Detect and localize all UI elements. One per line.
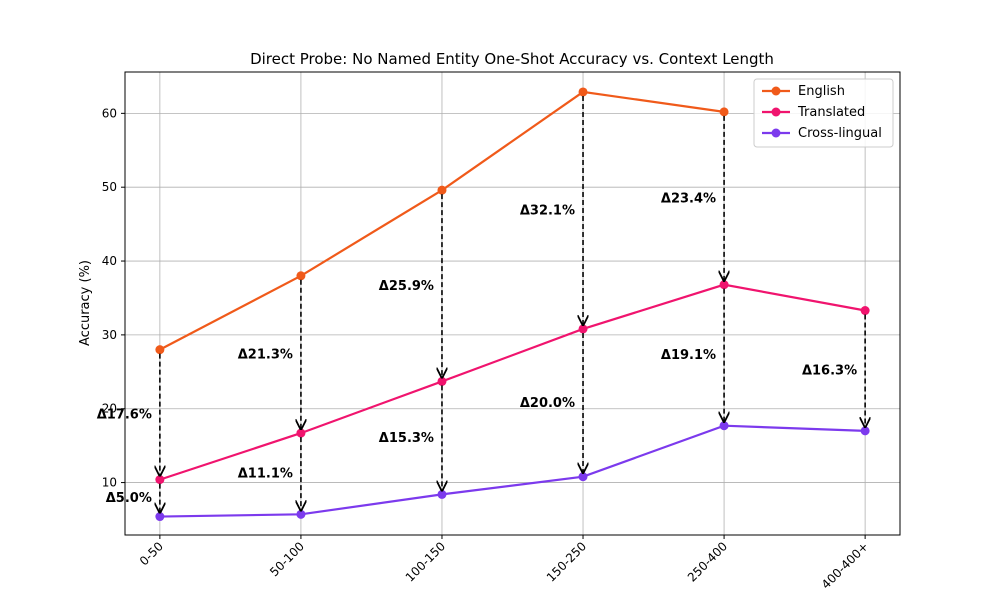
delta-label: Δ16.3%	[802, 364, 857, 379]
delta-label: Δ5.0%	[106, 491, 152, 506]
delta-label: Δ19.1%	[661, 348, 716, 363]
series-line	[159, 424, 866, 518]
delta-label: Δ23.4%	[661, 191, 716, 206]
delta-annotations: Δ17.6% Δ5.0% Δ21.3% Δ11.1% Δ25.9% Δ15.3% Δ32.1…	[97, 95, 865, 513]
x-tick-label: 0-50	[137, 539, 166, 568]
data-point	[296, 509, 306, 519]
x-tick-label: 50-100	[267, 539, 307, 579]
y-tick-label: 20	[102, 402, 117, 416]
legend-entry: English	[798, 84, 845, 99]
y-tick-label: 40	[102, 254, 117, 268]
legend: English Translated Cross-lingual	[753, 78, 894, 148]
legend-swatch-marker	[771, 86, 781, 96]
delta-label: Δ11.1%	[238, 467, 293, 482]
x-tick-label: 250-400	[685, 539, 730, 584]
data-point	[719, 280, 729, 290]
y-axis-label: Accuracy (%)	[78, 260, 93, 346]
delta-label: Δ21.3%	[238, 347, 293, 362]
y-tick-label: 10	[102, 476, 117, 490]
data-point	[578, 472, 588, 482]
y-tick-label: 30	[102, 328, 117, 342]
data-point	[155, 512, 165, 522]
delta-label: Δ25.9%	[379, 279, 434, 294]
data-point	[860, 306, 870, 316]
y-tick-label: 50	[102, 180, 117, 194]
series-layer	[155, 87, 870, 522]
legend-entry: Translated	[797, 105, 865, 120]
x-tick-label: 100-150	[403, 539, 448, 584]
data-point	[719, 421, 729, 431]
y-tick-label: 60	[102, 106, 117, 120]
delta-label: Δ17.6%	[97, 408, 152, 423]
legend-box	[753, 78, 894, 148]
data-point	[860, 426, 870, 436]
data-point	[719, 107, 729, 117]
data-point	[578, 87, 588, 97]
legend-swatch-marker	[771, 128, 781, 138]
legend-swatch-marker	[771, 107, 781, 117]
data-point	[155, 475, 165, 485]
data-point	[578, 324, 588, 334]
data-point	[296, 271, 306, 281]
grid	[125, 72, 900, 535]
data-point	[296, 428, 306, 438]
data-point	[437, 185, 447, 195]
data-point	[437, 376, 447, 386]
delta-label: Δ15.3%	[379, 431, 434, 446]
delta-label: Δ20.0%	[520, 396, 575, 411]
data-point	[437, 489, 447, 499]
chart-title: Direct Probe: No Named Entity One-Shot A…	[250, 50, 774, 68]
x-tick-label: 150-250	[544, 539, 589, 584]
legend-entry: Cross-lingual	[798, 126, 882, 141]
x-tick-label: 400-400+	[819, 539, 871, 591]
data-point	[155, 345, 165, 355]
delta-label: Δ32.1%	[520, 203, 575, 218]
plot-frame	[124, 71, 901, 536]
series-line	[159, 283, 866, 481]
